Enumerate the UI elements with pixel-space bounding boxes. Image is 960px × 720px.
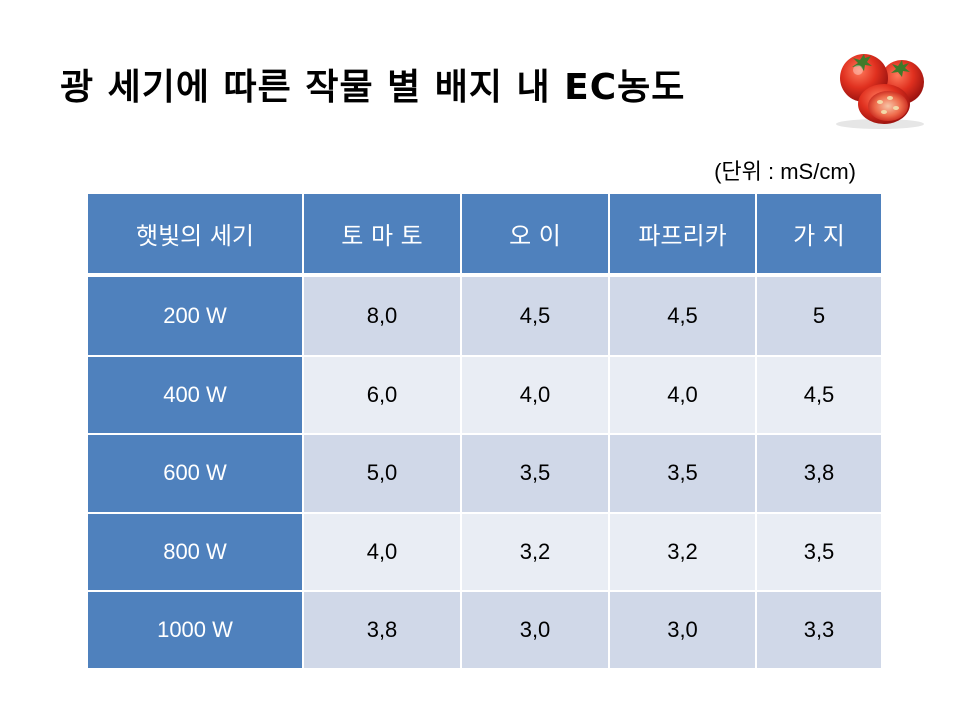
table-cell: 4,0 xyxy=(460,355,610,436)
unit-label: (단위 : mS/cm) xyxy=(714,159,856,184)
table-cell: 3,2 xyxy=(608,511,757,592)
header-cucumber: 오 이 xyxy=(460,192,610,277)
table-row: 1000 W 3,8 3,0 3,0 3,3 xyxy=(86,589,883,671)
row-label: 200 W xyxy=(86,273,304,358)
row-label: 600 W xyxy=(86,433,304,514)
table-cell: 5,0 xyxy=(302,433,462,514)
table-cell: 3,0 xyxy=(460,589,610,671)
table-header-row: 햇빛의 세기 토 마 토 오 이 파프리카 가 지 xyxy=(86,192,883,277)
table-row: 200 W 8,0 4,5 4,5 5 xyxy=(86,273,883,358)
table-cell: 3,8 xyxy=(755,433,883,514)
table-cell: 3,0 xyxy=(608,589,757,671)
row-label: 400 W xyxy=(86,355,304,436)
table-cell: 3,8 xyxy=(302,589,462,671)
table-row: 400 W 6,0 4,0 4,0 4,5 xyxy=(86,355,883,436)
table-cell: 5 xyxy=(755,273,883,358)
table-cell: 4,5 xyxy=(460,273,610,358)
header-paprika: 파프리카 xyxy=(608,192,757,277)
table-cell: 4,5 xyxy=(608,273,757,358)
table-cell: 4,5 xyxy=(755,355,883,436)
header-tomato: 토 마 토 xyxy=(302,192,462,277)
table-cell: 4,0 xyxy=(302,511,462,592)
header-eggplant: 가 지 xyxy=(755,192,883,277)
table-cell: 6,0 xyxy=(302,355,462,436)
slide-title: 광 세기에 따른 작물 별 배지 내 EC농도 xyxy=(60,67,686,108)
ec-concentration-table: 햇빛의 세기 토 마 토 오 이 파프리카 가 지 200 W 8,0 4,5 … xyxy=(86,192,883,671)
table-cell: 3,5 xyxy=(608,433,757,514)
row-label: 800 W xyxy=(86,511,304,592)
header-light-intensity: 햇빛의 세기 xyxy=(86,192,304,277)
table-cell: 3,2 xyxy=(460,511,610,592)
table-cell: 3,3 xyxy=(755,589,883,671)
table-cell: 4,0 xyxy=(608,355,757,436)
row-label: 1000 W xyxy=(86,589,304,671)
table-cell: 3,5 xyxy=(460,433,610,514)
table-cell: 8,0 xyxy=(302,273,462,358)
table-cell: 3,5 xyxy=(755,511,883,592)
table-row: 800 W 4,0 3,2 3,2 3,5 xyxy=(86,511,883,592)
tomato-icon xyxy=(836,54,924,129)
table-row: 600 W 5,0 3,5 3,5 3,8 xyxy=(86,433,883,514)
